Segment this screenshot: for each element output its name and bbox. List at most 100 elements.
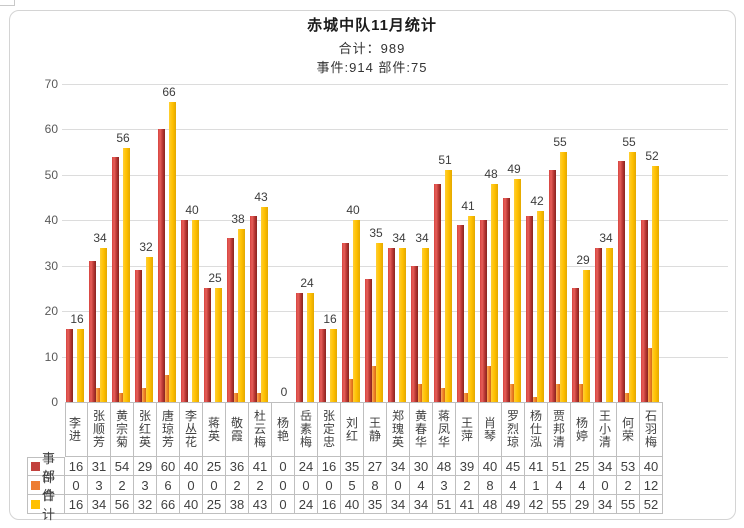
table-value-cell: 25 bbox=[571, 457, 594, 476]
table-value-cell: 3 bbox=[433, 476, 456, 495]
bar-event bbox=[503, 197, 510, 402]
table-value-cell: 12 bbox=[640, 476, 663, 495]
gridline bbox=[62, 84, 728, 85]
table-value-cell: 16 bbox=[65, 457, 88, 476]
bar-part bbox=[625, 392, 629, 402]
bar-total bbox=[238, 229, 245, 402]
total-data-label: 24 bbox=[300, 275, 314, 290]
bar-group: 0 bbox=[272, 84, 295, 402]
bar-part bbox=[510, 383, 514, 402]
total-data-label: 52 bbox=[645, 148, 659, 163]
bar-part bbox=[533, 397, 537, 402]
total-data-label: 42 bbox=[530, 194, 544, 209]
table-value-cell: 25 bbox=[203, 495, 226, 514]
bar-total bbox=[376, 243, 383, 402]
category-name-cell: 郑 瑰 英 bbox=[387, 402, 410, 457]
bar-group: 24 bbox=[295, 84, 318, 402]
bar-part bbox=[257, 392, 261, 402]
bar-event bbox=[480, 220, 487, 402]
gridline bbox=[62, 129, 728, 131]
table-value-cell: 42 bbox=[525, 495, 548, 514]
category-name-cell: 王 萍 bbox=[456, 402, 479, 457]
table-value-cell: 0 bbox=[295, 476, 318, 495]
category-name-cell: 蒋 英 bbox=[203, 402, 226, 457]
bar-part bbox=[119, 392, 123, 402]
table-value-cell: 48 bbox=[479, 495, 502, 514]
table-value-cell: 0 bbox=[272, 457, 295, 476]
bar-event bbox=[227, 238, 234, 402]
table-value-cell: 66 bbox=[157, 495, 180, 514]
bar-part bbox=[234, 392, 238, 402]
bar-event bbox=[158, 129, 165, 402]
gridline bbox=[62, 265, 728, 267]
category-name-cell: 唐 琼 芳 bbox=[157, 402, 180, 457]
total-data-label: 49 bbox=[507, 162, 521, 177]
category-name-cell: 罗 烈 琼 bbox=[502, 402, 525, 457]
category-name-cell: 杨 婷 bbox=[571, 402, 594, 457]
bar-event bbox=[204, 288, 211, 402]
total-data-label: 56 bbox=[116, 130, 130, 145]
table-value-cell: 0 bbox=[180, 476, 203, 495]
bar-total bbox=[537, 211, 544, 402]
bar-part bbox=[487, 365, 491, 402]
bar-total bbox=[307, 292, 314, 402]
legend-series-name: 合计 bbox=[42, 488, 56, 522]
bar-total bbox=[606, 247, 613, 402]
bar-group: 34 bbox=[88, 84, 111, 402]
bar-event bbox=[549, 170, 556, 402]
total-data-label: 0 bbox=[280, 385, 288, 399]
bar-event bbox=[434, 183, 441, 402]
table-value-cell: 24 bbox=[295, 457, 318, 476]
bar-group: 41 bbox=[456, 84, 479, 402]
table-value-cell: 30 bbox=[410, 457, 433, 476]
total-data-label: 40 bbox=[346, 203, 360, 218]
table-value-cell: 2 bbox=[226, 476, 249, 495]
bar-event bbox=[135, 270, 142, 402]
table-value-cell: 2 bbox=[249, 476, 272, 495]
bar-group: 40 bbox=[341, 84, 364, 402]
table-value-cell: 41 bbox=[249, 457, 272, 476]
table-value-cell: 4 bbox=[410, 476, 433, 495]
total-data-label: 51 bbox=[438, 153, 452, 168]
table-value-cell: 45 bbox=[502, 457, 525, 476]
table-value-cell: 39 bbox=[456, 457, 479, 476]
total-data-label: 55 bbox=[553, 135, 567, 150]
gridline bbox=[62, 356, 728, 358]
bar-group: 34 bbox=[594, 84, 617, 402]
bar-group: 25 bbox=[203, 84, 226, 402]
category-name-cell: 石 羽 梅 bbox=[640, 402, 663, 457]
table-value-cell: 31 bbox=[88, 457, 111, 476]
bar-total bbox=[399, 247, 406, 402]
category-name-cell: 岳 素 梅 bbox=[295, 402, 318, 457]
y-axis-label: 30 bbox=[44, 258, 58, 273]
bar-group: 52 bbox=[640, 84, 663, 402]
bar-total bbox=[330, 329, 337, 402]
category-name-cell: 黄 宗 菊 bbox=[111, 402, 134, 457]
category-name-cell: 杜 云 梅 bbox=[249, 402, 272, 457]
total-data-label: 34 bbox=[392, 230, 406, 245]
bar-total bbox=[652, 165, 659, 402]
y-axis-label: 50 bbox=[44, 167, 58, 182]
table-value-cell: 35 bbox=[364, 495, 387, 514]
bar-part bbox=[648, 347, 652, 402]
table-value-cell: 16 bbox=[318, 495, 341, 514]
bar-part bbox=[441, 388, 445, 402]
table-value-cell: 40 bbox=[180, 457, 203, 476]
bar-part bbox=[556, 383, 560, 402]
table-value-cell: 34 bbox=[387, 495, 410, 514]
bar-total bbox=[422, 247, 429, 402]
category-name-cell: 张 红 英 bbox=[134, 402, 157, 457]
bar-event bbox=[572, 288, 579, 402]
table-value-cell: 0 bbox=[387, 476, 410, 495]
bar-event bbox=[89, 261, 96, 402]
total-data-label: 32 bbox=[139, 239, 153, 254]
table-value-cell: 0 bbox=[203, 476, 226, 495]
table-value-cell: 0 bbox=[272, 476, 295, 495]
table-value-cell: 55 bbox=[617, 495, 640, 514]
table-value-cell: 49 bbox=[502, 495, 525, 514]
total-data-label: 34 bbox=[93, 230, 107, 245]
table-value-cell: 4 bbox=[571, 476, 594, 495]
bar-group: 32 bbox=[134, 84, 157, 402]
bar-total bbox=[100, 247, 107, 402]
category-name-cell: 王 小 清 bbox=[594, 402, 617, 457]
